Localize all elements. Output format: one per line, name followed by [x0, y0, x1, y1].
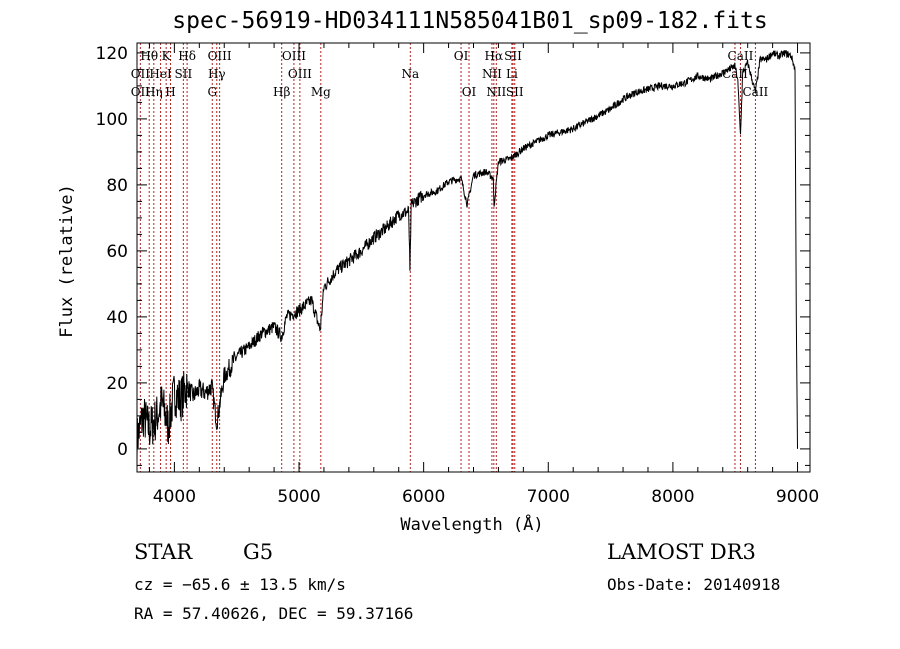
- spectral-line-label: Hβ: [273, 85, 290, 99]
- x-tick-label: 8000: [651, 487, 694, 507]
- x-tick-label: 9000: [776, 487, 819, 507]
- survey-name: LAMOST DR3: [607, 540, 756, 564]
- spectral-line-label: NII: [486, 85, 506, 99]
- spectral-line-label: Hη: [145, 85, 163, 99]
- y-tick-label: 40: [106, 308, 128, 328]
- chart-title: spec-56919-HD034111N585041B01_sp09-182.f…: [172, 8, 768, 34]
- spectral-line-label: SII: [506, 85, 524, 99]
- spectral-line-label: OII: [131, 67, 151, 81]
- spectral-line-label: Mg: [311, 85, 331, 99]
- spectral-line-label: Hδ: [178, 49, 196, 63]
- spectral-line-label: Li: [506, 67, 518, 81]
- obs-date: Obs-Date: 20140918: [607, 575, 781, 594]
- spectral-line-label: NII: [482, 67, 502, 81]
- spectral-line-label: OIII: [208, 49, 232, 63]
- spectral-line-label: CaII: [742, 85, 768, 99]
- spectral-line-label: K: [162, 49, 172, 63]
- spectral-line-label: OII: [131, 85, 151, 99]
- x-tick-label: 7000: [527, 487, 570, 507]
- x-tick-label: 5000: [277, 487, 320, 507]
- spectrum-line: [136, 49, 798, 463]
- spectral-line-label: OI: [454, 49, 469, 63]
- spectral-line-label: H: [165, 85, 175, 99]
- spectral-line-label: Hθ: [140, 49, 158, 63]
- y-tick-label: 80: [106, 176, 128, 196]
- spectral-line-label: SII: [175, 67, 193, 81]
- coordinates: RA = 57.40626, DEC = 59.37166: [134, 604, 414, 623]
- x-tick-label: 6000: [402, 487, 445, 507]
- spectral-line-label: OIII: [288, 67, 312, 81]
- y-tick-label: 0: [117, 440, 128, 460]
- spectral-line-label: Hγ: [208, 67, 226, 81]
- spectral-line-label: G: [207, 85, 217, 99]
- y-tick-label: 120: [96, 44, 128, 64]
- spectral-line-label: SII: [504, 49, 522, 63]
- redshift-text: cz = −65.6 ± 13.5 km/s: [134, 575, 346, 594]
- spectral-line-label: OIII: [282, 49, 306, 63]
- object-subclass: G5: [243, 540, 274, 564]
- spectral-line-label: CaII: [722, 67, 748, 81]
- spectral-line-label: HeI: [149, 67, 172, 81]
- x-axis-label: Wavelength (Å): [400, 513, 543, 535]
- spectral-line-label: Na: [401, 67, 419, 81]
- plot-frame: [136, 42, 811, 473]
- spectral-line-label: CaII: [728, 49, 754, 63]
- y-axis-label: Flux (relative): [57, 184, 77, 338]
- object-class: STAR: [134, 540, 193, 564]
- y-tick-label: 60: [106, 242, 128, 262]
- spectral-line-label: Hα: [485, 49, 504, 63]
- spectral-line-label: OI: [462, 85, 477, 99]
- y-tick-label: 100: [96, 110, 128, 130]
- x-tick-label: 4000: [153, 487, 196, 507]
- y-tick-label: 20: [106, 374, 128, 394]
